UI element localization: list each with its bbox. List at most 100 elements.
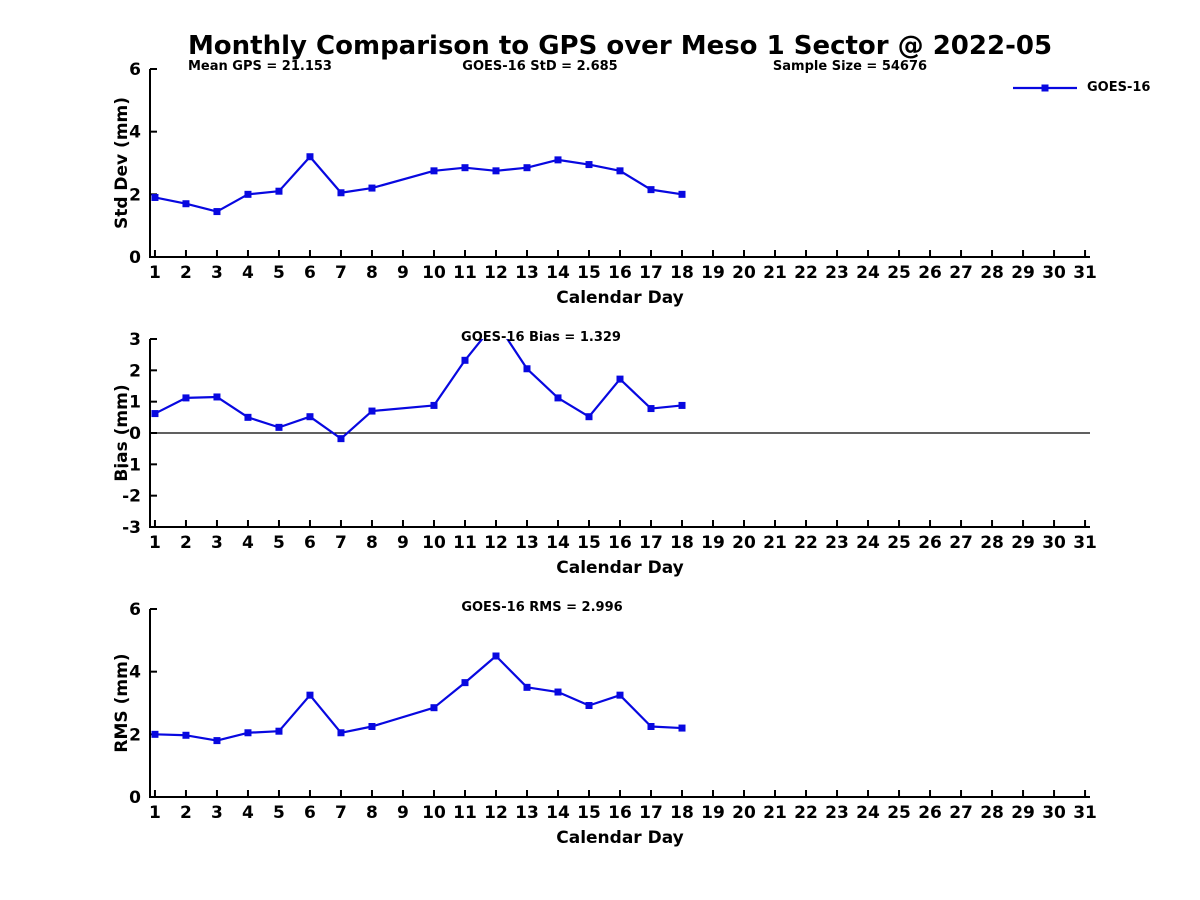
data-point-marker	[585, 702, 593, 710]
x-tick-label: 26	[918, 533, 942, 553]
data-point-marker	[461, 164, 469, 172]
data-point-marker	[275, 423, 283, 431]
x-tick-label: 23	[825, 533, 849, 553]
x-tick-label: 9	[397, 533, 409, 553]
data-point-marker	[554, 688, 562, 696]
x-tick-label: 12	[484, 263, 508, 283]
x-tick-label: 19	[701, 263, 725, 283]
x-tick-label: 20	[732, 263, 756, 283]
x-tick-label: 4	[242, 263, 254, 283]
x-tick-label: 24	[856, 803, 880, 823]
x-tick-label: 24	[856, 263, 880, 283]
x-tick-label: 11	[453, 263, 477, 283]
data-point-marker	[647, 405, 655, 413]
data-point-marker	[306, 153, 314, 161]
data-point-marker	[151, 730, 159, 738]
y-axis-label-std-dev: Std Dev (mm)	[112, 96, 132, 230]
data-point-marker	[523, 683, 531, 691]
x-tick-label: 18	[670, 263, 694, 283]
data-point-marker	[182, 731, 190, 739]
annotation-goes16-bias: GOES-16 Bias = 1.329	[461, 330, 621, 345]
x-tick-label: 4	[242, 533, 254, 553]
annotation-sample-size: Sample Size = 54676	[772, 59, 928, 74]
x-tick-label: 17	[639, 263, 663, 283]
data-point-marker	[523, 365, 531, 373]
x-tick-label: 29	[1011, 263, 1035, 283]
x-tick-label: 28	[980, 263, 1004, 283]
y-tick-label: 0	[129, 424, 141, 444]
x-tick-label: 6	[304, 803, 316, 823]
x-tick-label: 6	[304, 263, 316, 283]
x-tick-label: 14	[546, 803, 570, 823]
data-point-marker	[492, 167, 500, 175]
legend-label: GOES-16	[1087, 80, 1151, 95]
data-point-marker	[554, 156, 562, 164]
x-tick-label: 16	[608, 533, 632, 553]
data-point-marker	[337, 189, 345, 197]
data-point-marker	[647, 723, 655, 730]
x-axis-label-2: Calendar Day	[556, 558, 684, 578]
x-tick-label: 30	[1042, 263, 1066, 283]
x-tick-label: 10	[422, 533, 446, 553]
annotation-goes16-std: GOES-16 StD = 2.685	[462, 59, 618, 74]
data-point-marker	[647, 186, 655, 194]
data-point-marker	[368, 407, 376, 415]
data-point-marker	[244, 413, 252, 421]
data-point-marker	[616, 375, 624, 383]
x-tick-label: 30	[1042, 533, 1066, 553]
x-tick-label: 10	[422, 803, 446, 823]
x-tick-label: 2	[180, 803, 192, 823]
x-tick-label: 20	[732, 533, 756, 553]
data-point-marker	[151, 410, 159, 418]
y-tick-label: 4	[129, 123, 141, 143]
x-tick-label: 29	[1011, 803, 1035, 823]
x-tick-label: 19	[701, 803, 725, 823]
data-point-marker	[275, 187, 283, 195]
goes16-line	[154, 155, 683, 213]
x-tick-label: 12	[484, 533, 508, 553]
data-point-marker	[368, 723, 376, 730]
x-tick-label: 8	[366, 263, 378, 283]
x-tick-label: 13	[515, 533, 539, 553]
data-point-marker	[306, 413, 314, 421]
x-tick-label: 22	[794, 263, 818, 283]
x-tick-label: 25	[887, 263, 911, 283]
data-point-marker	[182, 394, 190, 402]
x-tick-label: 22	[794, 803, 818, 823]
data-point-marker	[182, 200, 190, 208]
x-tick-label: 4	[242, 803, 254, 823]
x-tick-label: 1	[149, 263, 161, 283]
x-tick-label: 3	[211, 533, 223, 553]
data-point-marker	[244, 729, 252, 737]
data-point-marker	[430, 401, 438, 409]
x-tick-label: 8	[366, 803, 378, 823]
x-axis-label-3: Calendar Day	[556, 828, 684, 848]
y-tick-label: -1	[122, 455, 141, 475]
data-point-marker	[213, 737, 221, 745]
x-tick-label: 28	[980, 803, 1004, 823]
data-point-marker	[306, 691, 314, 699]
x-tick-label: 31	[1073, 263, 1097, 283]
x-axis-label-1: Calendar Day	[556, 288, 684, 308]
y-tick-label: 6	[129, 60, 141, 80]
data-point-marker	[616, 167, 624, 175]
x-tick-label: 17	[639, 533, 663, 553]
annotation-goes16-rms: GOES-16 RMS = 2.996	[461, 600, 623, 615]
x-tick-label: 17	[639, 803, 663, 823]
x-tick-label: 9	[397, 263, 409, 283]
x-tick-label: 5	[273, 533, 285, 553]
x-tick-label: 2	[180, 263, 192, 283]
data-point-marker	[430, 704, 438, 712]
x-tick-label: 2	[180, 533, 192, 553]
x-tick-label: 14	[546, 533, 570, 553]
x-tick-label: 27	[949, 803, 973, 823]
x-tick-label: 15	[577, 533, 601, 553]
x-tick-label: 20	[732, 803, 756, 823]
data-point-marker	[585, 161, 593, 169]
data-point-marker	[213, 393, 221, 401]
data-point-marker	[151, 193, 159, 201]
data-point-marker	[616, 691, 624, 699]
goes16-line	[154, 654, 683, 742]
x-tick-label: 1	[149, 533, 161, 553]
